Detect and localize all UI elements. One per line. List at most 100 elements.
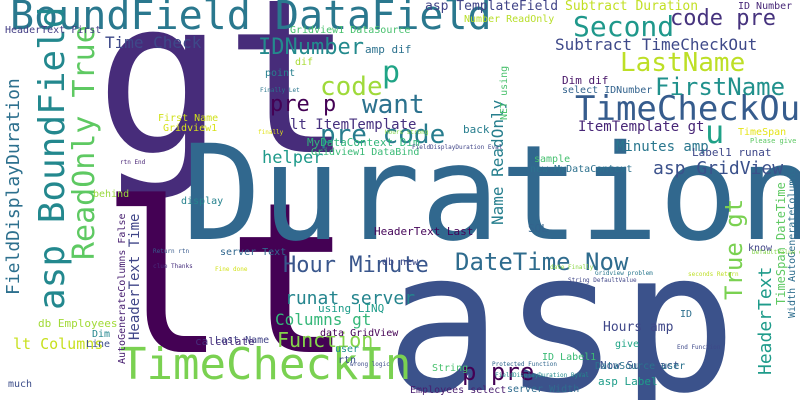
- cloud-word: lt: [100, 157, 353, 400]
- cloud-word: Gridview problem: [595, 270, 653, 277]
- cloud-word: user: [335, 344, 360, 355]
- cloud-word: Hours amp: [603, 320, 674, 335]
- cloud-word: Time Check: [105, 33, 202, 52]
- cloud-word: want: [362, 90, 425, 120]
- cloud-word: Gridview1: [163, 123, 218, 134]
- cloud-word: String: [432, 363, 469, 374]
- cloud-word: HeaderText First: [5, 25, 102, 36]
- cloud-word: lt ItemTemplate: [290, 117, 417, 133]
- cloud-word: pre p: [270, 92, 337, 117]
- cloud-word: ID: [680, 309, 693, 320]
- cloud-word: SQL: [528, 222, 548, 235]
- cloud-word: Duration: [182, 117, 800, 271]
- cloud-word: NET using: [499, 65, 510, 120]
- cloud-word: Hours strong: [385, 129, 429, 136]
- cloud-word: pre code: [320, 120, 446, 150]
- cloud-word: date Finally: [550, 264, 594, 271]
- cloud-word: Gridview1 DataSource: [290, 25, 411, 36]
- cloud-word: u: [705, 113, 725, 151]
- cloud-word: Columns gt: [275, 310, 372, 329]
- cloud-word: know: [748, 243, 773, 254]
- cloud-word: point: [265, 68, 296, 79]
- cloud-word: rtn End: [120, 159, 146, 166]
- cloud-word: Width AutoGenerateColumns: [787, 167, 798, 318]
- cloud-word: behind: [93, 189, 130, 200]
- cloud-word: give: [615, 339, 640, 350]
- cloud-word: Please give: [750, 137, 797, 145]
- cloud-word: db new: [382, 257, 419, 268]
- cloud-word: runat server: [285, 288, 416, 309]
- cloud-word: asp: [385, 209, 738, 400]
- cloud-word: Finally Let: [260, 87, 300, 94]
- cloud-word: seconds Return: [688, 271, 739, 278]
- cloud-word: True gt: [720, 198, 748, 300]
- cloud-word: ID Number: [738, 1, 793, 12]
- cloud-word: Return rtn: [153, 248, 190, 255]
- cloud-word: ID Label1: [542, 352, 597, 363]
- cloud-word: asp Label: [598, 375, 658, 388]
- cloud-word: Gridview1 DataBind: [311, 147, 420, 158]
- cloud-word: p: [382, 55, 401, 90]
- cloud-word: TimeCheckIn: [120, 339, 412, 390]
- cloud-word: amp dif: [365, 43, 412, 56]
- cloud-word: dif: [295, 57, 314, 68]
- cloud-word: Number ReadOnly: [464, 14, 555, 25]
- cloud-word: server Width: [507, 384, 580, 395]
- cloud-word: Last Name: [215, 335, 270, 346]
- cloud-word: Second: [573, 10, 675, 43]
- cloud-word: gt: [95, 0, 354, 203]
- cloud-word: Label1 runat: [692, 146, 772, 159]
- cloud-word: TimeCheckOut: [575, 89, 800, 129]
- cloud-word: select IDNumber: [562, 85, 653, 96]
- cloud-word: code: [320, 72, 383, 102]
- cloud-word: ItemTemplate gt: [578, 119, 705, 135]
- cloud-word: Subtract Duration: [565, 0, 699, 14]
- cloud-word: FieldDisplayDuration Eval: [412, 144, 503, 151]
- cloud-word: FieldDisplayDuration ByVal: [495, 372, 589, 379]
- cloud-word: MyDataContext Dim: [307, 136, 420, 149]
- cloud-word: db Employees: [38, 317, 118, 330]
- cloud-word: server Text: [220, 247, 287, 258]
- cloud-word: DefaultValue data: [752, 249, 800, 256]
- cloud-word: display: [181, 196, 224, 207]
- cloud-word: much: [8, 379, 33, 390]
- cloud-word: Minutes amp: [616, 139, 709, 155]
- cloud-word: Function: [277, 328, 374, 352]
- cloud-word: asp GridView: [653, 158, 784, 179]
- cloud-word: End Function: [677, 344, 721, 351]
- cloud-word: new MyDataContext: [530, 164, 633, 175]
- cloud-word: asp TemplateField: [425, 0, 559, 14]
- cloud-word: HeaderText: [755, 266, 776, 375]
- cloud-word: Now Subtract: [600, 359, 680, 372]
- cloud-word: LastName: [620, 48, 746, 78]
- cloud-word: calculate: [195, 335, 255, 348]
- cloud-word: AutoGenerateColumns False: [117, 213, 128, 364]
- cloud-word: DateTime Now: [455, 248, 629, 276]
- cloud-word: helper: [262, 148, 324, 168]
- cloud-word: BoundField DataField: [10, 0, 492, 39]
- cloud-word: Protected Function: [492, 361, 558, 368]
- cloud-word: code pre: [670, 6, 776, 31]
- cloud-word: Hour Minute: [283, 253, 429, 278]
- cloud-word: Fine done: [215, 266, 248, 273]
- cloud-word: finally: [258, 129, 284, 136]
- cloud-word: using LINQ: [318, 302, 385, 315]
- cloud-word: DataSource user: [595, 361, 686, 372]
- cloud-word: back: [463, 123, 490, 136]
- cloud-word: TimeSpan DateTime: [774, 182, 788, 305]
- cloud-word: FirstName: [655, 73, 786, 101]
- cloud-word: asp BoundField: [32, 6, 73, 310]
- cloud-word: Employees select: [410, 385, 507, 396]
- cloud-word: clue Thanks: [153, 263, 193, 270]
- cloud-word: TimeSpan: [738, 127, 787, 138]
- cloud-word: HeaderText Last: [374, 225, 474, 238]
- cloud-word: rtn: [338, 355, 357, 366]
- cloud-word: Line: [86, 339, 111, 350]
- cloud-word: HeaderText Time: [127, 213, 143, 340]
- cloud-word: Dim dif: [562, 74, 609, 87]
- cloud-word: First Name: [158, 113, 219, 124]
- cloud-word: lt Columns: [13, 335, 104, 353]
- cloud-word: sample: [534, 154, 571, 165]
- cloud-word: wrong logic: [350, 361, 390, 368]
- cloud-word: ReadOnly True: [67, 25, 102, 260]
